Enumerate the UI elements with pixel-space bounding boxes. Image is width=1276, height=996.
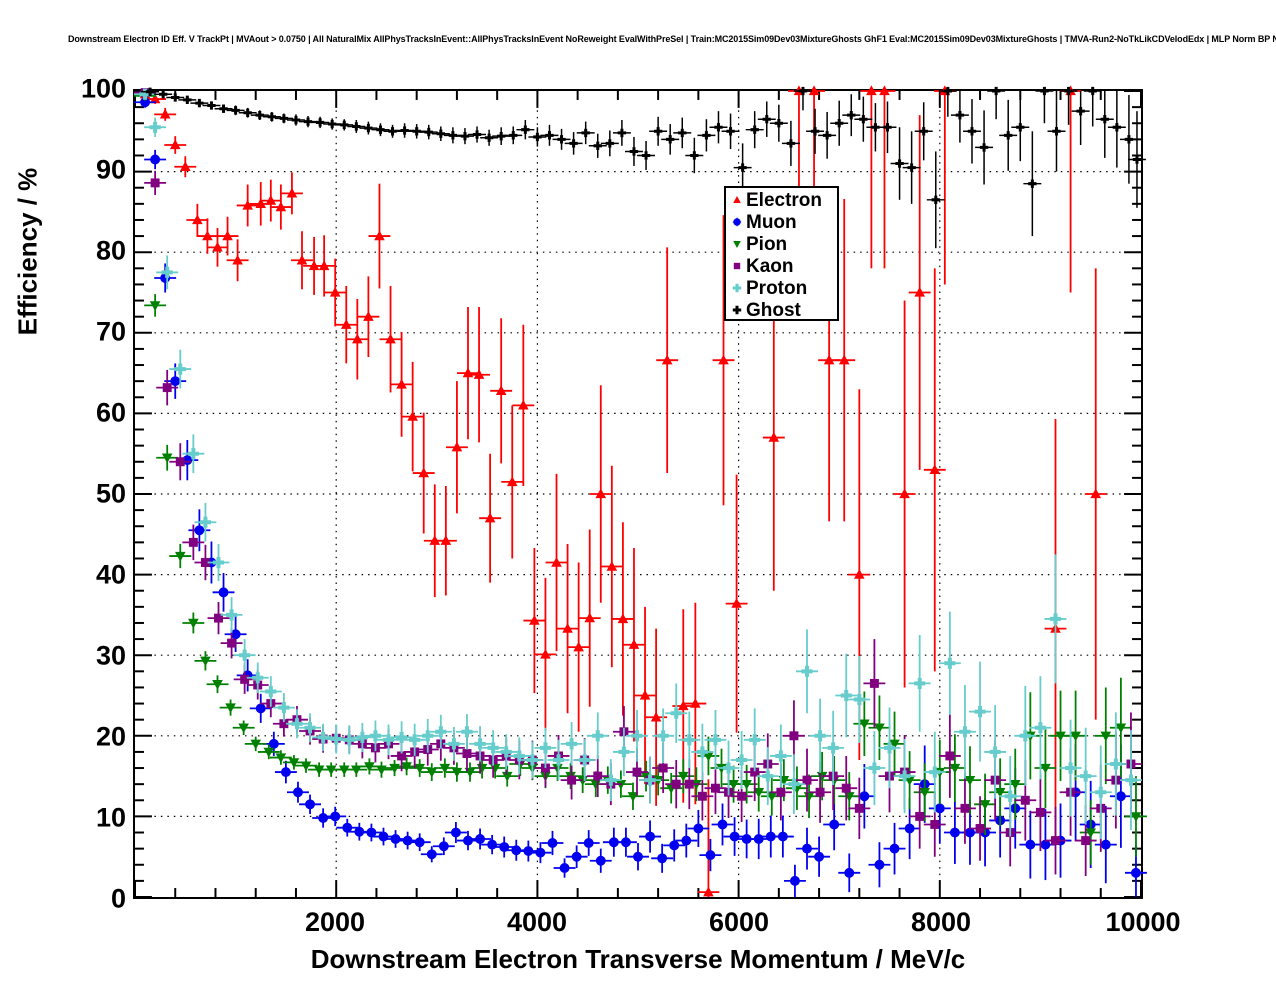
- legend-item-proton[interactable]: Proton: [729, 277, 837, 299]
- square-icon: [729, 258, 745, 274]
- y-tick-label: 100: [80, 73, 126, 104]
- x-tick-label: 8000: [910, 907, 972, 937]
- legend-item-electron[interactable]: Electron: [729, 189, 837, 211]
- x-tick-label: 10000: [1105, 907, 1181, 937]
- x-tick-label: 2000: [304, 907, 366, 937]
- plot-frame: Electron Muon Pion Kaon Proton Ghost: [133, 85, 1147, 899]
- legend-item-ghost[interactable]: Ghost: [729, 299, 837, 321]
- legend-label: Proton: [746, 277, 808, 299]
- y-tick-label: 30: [95, 640, 126, 671]
- legend-item-pion[interactable]: Pion: [729, 233, 837, 255]
- legend-item-muon[interactable]: Muon: [729, 211, 837, 233]
- series-group: [134, 85, 1147, 897]
- y-tick-label: 0: [110, 883, 126, 914]
- y-tick-label: 70: [95, 316, 126, 347]
- x-tick-label: 4000: [506, 907, 568, 937]
- y-tick-label: 10: [95, 802, 126, 833]
- legend[interactable]: Electron Muon Pion Kaon Proton Ghost: [724, 186, 839, 321]
- y-axis-title: Efficiency / %: [12, 167, 43, 336]
- x-tick-label: 6000: [708, 907, 770, 937]
- legend-label: Kaon: [746, 255, 794, 277]
- circle-icon: [729, 214, 745, 230]
- triangle-down-icon: [729, 236, 745, 252]
- y-tick-label: 60: [95, 397, 126, 428]
- legend-label: Pion: [746, 233, 788, 255]
- y-tick-label: 20: [95, 721, 126, 752]
- series-muon: [134, 96, 1147, 897]
- y-tick-label: 90: [95, 154, 126, 185]
- legend-label: Electron: [746, 189, 823, 211]
- y-tick-label: 40: [95, 559, 126, 590]
- series-ghost: [141, 86, 1146, 249]
- legend-item-kaon[interactable]: Kaon: [729, 255, 837, 277]
- y-tick-label: 80: [95, 235, 126, 266]
- y-tick-label: 50: [95, 478, 126, 509]
- legend-label: Ghost: [746, 299, 801, 321]
- legend-label: Muon: [746, 211, 797, 233]
- x-axis-title: Downstream Electron Transverse Momentum …: [310, 944, 966, 974]
- cross-icon: [729, 280, 745, 296]
- triangle-up-icon: [729, 192, 745, 208]
- series-proton: [134, 88, 1142, 839]
- data-layer: [134, 85, 1147, 898]
- page-title: Downstream Electron ID Eff. V TrackPt | …: [68, 34, 1276, 44]
- cross-icon: [729, 302, 745, 318]
